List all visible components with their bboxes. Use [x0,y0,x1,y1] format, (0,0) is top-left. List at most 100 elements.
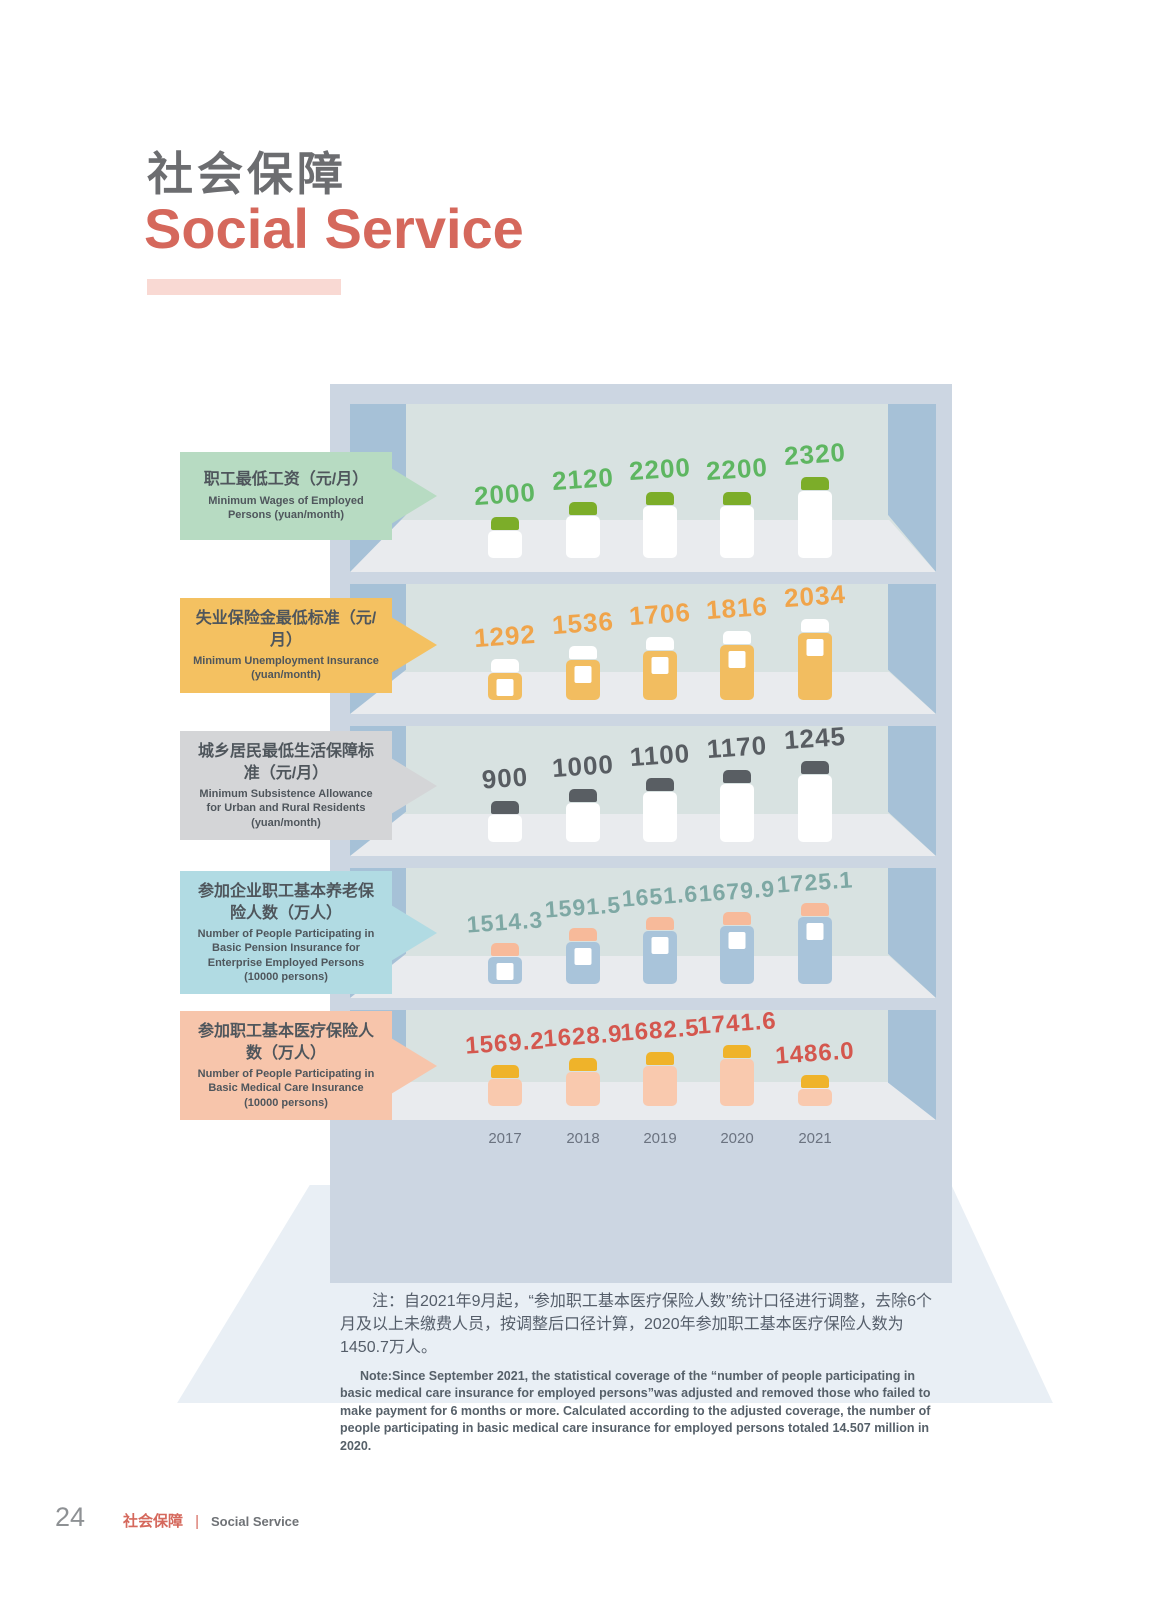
bottle [798,1075,832,1106]
series-callout: 失业保险金最低标准（元/月） Minimum Unemployment Insur… [180,598,437,693]
callout-arrow-icon [391,904,437,961]
page-title-zh: 社会保障 [147,148,347,200]
bottle [643,636,677,700]
bottle-sticker [651,936,669,954]
bottle-cap [801,761,829,774]
bottle-body [566,659,600,700]
series-callout: 参加职工基本医疗保险人数（万人） Number of People Partici… [180,1011,437,1121]
bottle [720,630,754,700]
shelf-row: 1569.2 1628.9 1682.5 1741.6 1486.0 [350,1010,936,1120]
series-callout: 城乡居民最低生活保障标准（元/月） Minimum Subsistence All… [180,731,437,841]
callout-arrow-icon [391,1037,437,1094]
footer-label-en: Social Service [210,1514,300,1529]
bottle-body [488,673,522,700]
bottle-cap [801,619,829,632]
series-label-zh: 参加职工基本医疗保险人数（万人） [197,1023,374,1062]
bottle-cap [569,789,597,803]
bottle [720,492,754,558]
bottle-body [566,803,600,842]
category-label: 2020 [720,1130,754,1147]
bottle-body [566,942,600,984]
bottle-body [798,917,832,984]
bottle-body [566,516,600,558]
bottle [798,761,832,842]
bottle-body [798,633,832,700]
bottle-body [488,531,522,558]
series-label-zh: 失业保险金最低标准（元/月） [195,610,377,649]
shelf-row: 1292 1536 1706 1816 2034 [350,584,936,714]
bottle [720,1045,754,1106]
series-label-en: Minimum Unemployment Insurance (yuan/mon… [193,655,379,682]
bottle-sticker [574,948,592,966]
bottle-sticker [496,679,514,696]
bottle-body [720,506,754,558]
bottle-value: 1486.0 [774,1037,856,1070]
note-zh: 注：自2021年9月起，“参加职工基本医疗保险人数”统计口径进行调整，去除6个月… [340,1293,933,1357]
callout-arrow-icon [391,468,437,524]
bottle-sticker [496,963,514,980]
bottle-body [720,925,754,984]
bottle-cap [723,1045,751,1058]
bottle-body [488,957,522,984]
note-en: Note:Since September 2021, the statistic… [340,1368,931,1453]
bottle-body [798,775,832,842]
bottle [566,502,600,558]
page-number: 24 [55,1502,86,1532]
bottle-value: 2034 [783,584,847,614]
note-block: 注：自2021年9月起，“参加职工基本医疗保险人数”统计口径进行调整，去除6个月… [340,1290,936,1455]
bottle-cap [569,928,597,942]
bottle [643,1051,677,1106]
bottle-body [566,1072,600,1106]
series-label-en: Number of People Participating in Basic … [197,1068,375,1109]
bottle-body [643,930,677,984]
bottle [566,789,600,842]
series-label-zh: 参加企业职工基本养老保险人数（万人） [197,883,374,922]
bottle-sticker [728,650,746,668]
category-label: 2019 [643,1130,677,1147]
bottle [643,916,677,984]
bottle-cap [569,1058,597,1072]
shelf-row: 1514.3 1591.5 1651.6 1679.9 1725.1 [350,868,936,998]
bottle [720,769,754,842]
bottle-cap [723,911,751,925]
bottle-body [720,644,754,700]
category-label: 2018 [566,1130,600,1147]
bottle [566,645,600,700]
bottle-value: 1741.6 [696,1010,778,1040]
series-label-en: Minimum Wages of Employed Persons (yuan/… [208,495,364,522]
bottle-cap [723,769,751,783]
bottle-body [720,783,754,842]
series-label-zh: 职工最低工资（元/月） [203,471,369,489]
shelf-row: 900 1000 1100 1170 1245 [350,726,936,856]
bottle-body [643,791,677,842]
bottle [798,619,832,700]
bottle [488,659,522,700]
category-label: 2021 [798,1130,832,1147]
bottle-cap [491,659,519,672]
footer-label-zh: 社会保障 [123,1513,184,1530]
series-callout: 职工最低工资（元/月） Minimum Wages of Employed Per… [180,452,437,540]
series-callout: 参加企业职工基本养老保险人数（万人） Number of People Parti… [180,871,437,995]
bottle [566,1058,600,1106]
bottle-sticker [806,923,824,940]
bottle [798,903,832,984]
title-underline [147,279,341,295]
bottle-body [720,1059,754,1106]
callout-arrow-icon [391,757,437,814]
bottle [488,943,522,984]
bottle-cap [491,1065,519,1079]
series-label-en: Minimum Subsistence Allowance for Urban … [199,788,373,829]
bottle-cap [801,903,829,916]
series-label-zh: 城乡居民最低生活保障标准（元/月） [197,743,374,782]
bottle [488,801,522,842]
bottle [488,1065,522,1106]
page-title-en: Social Service [144,197,524,260]
bottle-cap [646,492,674,505]
bottle-body [643,506,677,558]
bottle-value: 2320 [783,436,847,472]
bottle-body [798,1089,832,1106]
bottle-sticker [728,931,746,949]
bottle-cap [569,645,597,659]
bottle-body [798,491,832,558]
bottle [566,928,600,984]
